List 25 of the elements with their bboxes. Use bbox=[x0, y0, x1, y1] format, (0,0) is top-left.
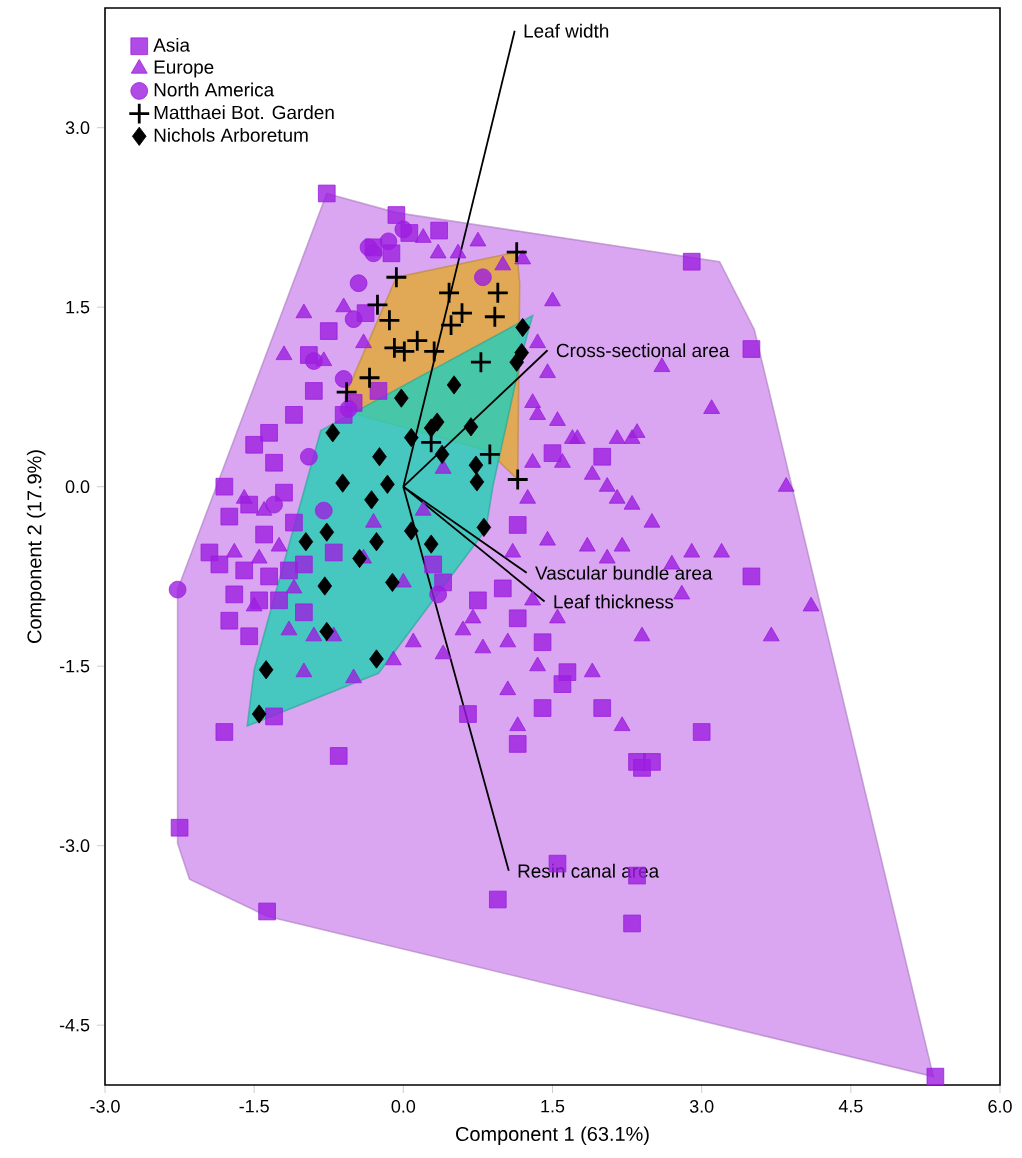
y-tick-label: -4.5 bbox=[59, 1018, 90, 1032]
legend-label: Matthaei Bot. Garden bbox=[154, 105, 334, 120]
annotation: Leaf width bbox=[524, 23, 609, 38]
x-tick-label: 3.0 bbox=[689, 1100, 714, 1113]
y-tick-label: 3.0 bbox=[65, 121, 90, 135]
x-tick-label: -3.0 bbox=[90, 1100, 120, 1113]
x-tick-label: 6.0 bbox=[988, 1100, 1012, 1113]
legend-label: Nichols Arboretum bbox=[154, 127, 308, 142]
y-tick-label: 1.5 bbox=[66, 300, 90, 314]
annotation: Vascular bundle area bbox=[535, 565, 713, 580]
x-tick-label: 1.5 bbox=[541, 1100, 565, 1113]
x-axis-title: Component 1 (63.1%) bbox=[456, 1126, 649, 1145]
annotation: Cross-sectional area bbox=[556, 343, 730, 358]
y-tick-label: 0.0 bbox=[65, 480, 90, 494]
x-tick-label: 4.5 bbox=[838, 1100, 863, 1113]
y-tick-label: -1.5 bbox=[59, 659, 90, 673]
x-tick-label: 0.0 bbox=[391, 1100, 416, 1113]
annotation: Leaf thickness bbox=[554, 594, 674, 609]
legend-label: North America bbox=[154, 82, 275, 97]
x-tick-label: -1.5 bbox=[239, 1100, 269, 1113]
annotation: Resin canal area bbox=[518, 863, 660, 878]
legend-label: Asia bbox=[153, 37, 191, 52]
y-tick-label: -3.0 bbox=[59, 839, 90, 853]
legend-label: Europe bbox=[154, 60, 214, 78]
y-axis-title: Component 2 (17.9%) bbox=[26, 450, 46, 643]
